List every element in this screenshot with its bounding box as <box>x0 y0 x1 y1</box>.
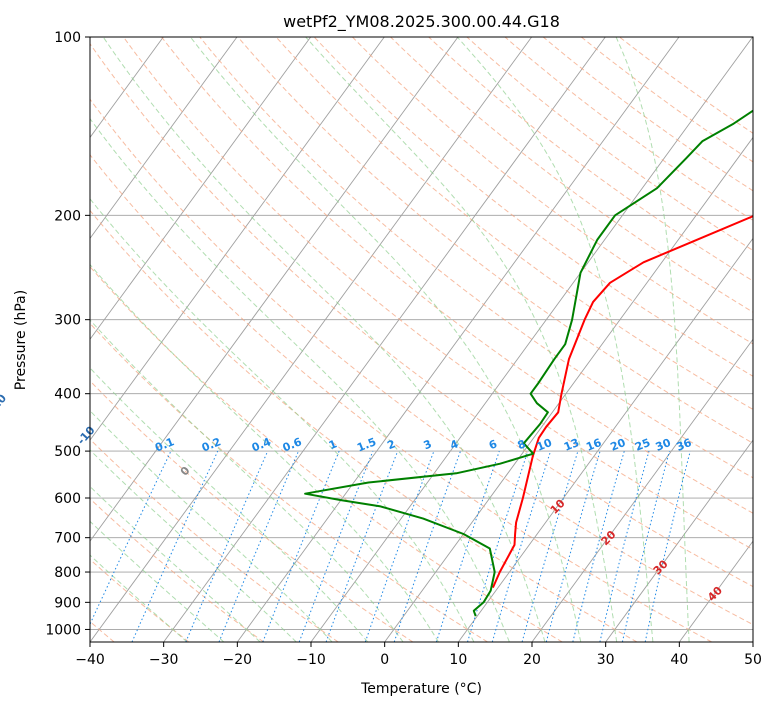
dry-adiabat-line <box>90 42 753 588</box>
isotherm-line <box>457 237 753 642</box>
mixing-ratio-label: 13 <box>562 436 581 454</box>
dry-adiabat-line <box>352 37 753 345</box>
y-tick-label: 900 <box>54 595 81 611</box>
dry-adiabat-line <box>90 438 339 642</box>
moist-adiabat-line <box>90 367 369 642</box>
x-axis-label: Temperature (°C) <box>360 681 482 697</box>
plot-frame <box>89 36 754 643</box>
mixing-ratio-label: 10 <box>535 436 554 454</box>
dry-adiabat-line <box>90 209 638 642</box>
moist-adiabat-line <box>90 198 475 642</box>
y-tick-label: 300 <box>54 313 81 329</box>
moist-adiabat-line <box>102 37 546 642</box>
dry-adiabat-line <box>275 37 753 411</box>
dry-adiabat-line <box>123 37 753 551</box>
moist-adiabat-line <box>90 520 225 642</box>
isotherm-line <box>163 37 606 642</box>
moist-adiabat-line <box>190 37 582 642</box>
dry-adiabat-line <box>313 37 753 377</box>
isotherm-line <box>90 37 459 542</box>
temperature-line <box>491 215 753 589</box>
mixing-ratio-line <box>644 450 691 642</box>
isotherm-line <box>90 37 385 441</box>
dry-adiabat-line <box>504 37 753 221</box>
y-axis-label: Pressure (hPa) <box>13 290 29 390</box>
x-tick-label: −20 <box>223 652 253 668</box>
dry-adiabat-label: -20 <box>0 392 9 416</box>
profile-lines <box>304 109 753 617</box>
x-tick-label: 30 <box>597 652 615 668</box>
y-tick-label: 700 <box>54 531 81 547</box>
x-tick-label: 50 <box>744 652 762 668</box>
mixing-ratio-line <box>393 450 461 642</box>
x-tick-label: −40 <box>75 652 105 668</box>
y-tick-label: 500 <box>54 444 81 460</box>
dry-adiabat-line <box>90 98 753 626</box>
x-tick-label: 20 <box>523 652 541 668</box>
moist-adiabat-line <box>90 554 188 642</box>
isotherm-line <box>236 37 680 642</box>
x-tick-label: 0 <box>380 652 389 668</box>
mixing-ratio-line <box>364 450 435 642</box>
moist-adiabat-line <box>305 37 618 642</box>
dewpoint-line <box>304 109 753 617</box>
dry-adiabat-line <box>237 37 753 444</box>
mixing-ratio-line <box>90 450 172 626</box>
mixing-ratio-label: 36 <box>674 436 693 454</box>
moist-adiabat-line <box>90 410 333 642</box>
mixing-ratio-line <box>572 450 625 642</box>
y-tick-label: 1000 <box>45 622 81 638</box>
mixing-ratio-label: 25 <box>633 436 652 454</box>
x-tick-label: 40 <box>670 652 688 668</box>
mixing-ratio-line <box>491 450 552 642</box>
moist-adiabat-line <box>456 37 654 642</box>
mixing-ratio-label: 3 <box>422 437 434 452</box>
mixing-ratio-line <box>185 450 269 642</box>
mixing-ratio-label: 30 <box>654 436 673 454</box>
dry-adiabat-line <box>90 153 712 642</box>
y-tick-label: 200 <box>54 208 81 224</box>
y-tick-label: 800 <box>54 565 81 581</box>
isotherm-line <box>90 37 312 341</box>
dry-adiabat-line <box>580 37 753 163</box>
mixing-ratio-label: 20 <box>608 436 627 454</box>
dry-adiabat-line <box>428 37 753 282</box>
dry-adiabat-line <box>161 37 753 514</box>
mixing-ratio-line <box>467 450 529 642</box>
isotherm-line <box>90 37 533 642</box>
mixing-ratio-line <box>435 450 500 642</box>
moist-adiabat-line <box>90 449 297 642</box>
y-tick-label: 400 <box>54 387 81 403</box>
mixing-ratio-label: 16 <box>584 436 603 454</box>
mixing-ratio-line <box>545 450 601 642</box>
x-tick-label: 10 <box>449 652 467 668</box>
mixing-ratio-line <box>621 450 670 642</box>
axes: −40 −30 −20 −10 0 10 20 30 40 50 100 200 300 400 500 60… <box>45 30 762 668</box>
dry-adiabat-line <box>390 37 753 313</box>
moist-adiabat-line <box>90 319 404 642</box>
y-tick-label: 600 <box>54 491 81 507</box>
moist-adiabat-line <box>615 37 690 642</box>
mixing-ratio-line <box>131 450 219 642</box>
mixing-ratio-line <box>521 450 579 642</box>
mixing-ratio-label: 2 <box>385 437 397 452</box>
mixing-ratio-line <box>218 450 299 642</box>
x-tick-label: −10 <box>296 652 326 668</box>
dry-adiabat-line <box>90 498 264 642</box>
chart-title: wetPf2_YM08.2025.300.00.44.G18 <box>283 12 560 32</box>
mixing-ratio-line <box>599 450 650 642</box>
y-tick-label: 100 <box>54 30 81 46</box>
dry-adiabat-line <box>90 322 488 642</box>
x-tick-label: −30 <box>149 652 179 668</box>
dry-adiabat-line <box>199 37 753 479</box>
isotherm-line <box>90 37 238 240</box>
isotherm-line <box>310 37 753 642</box>
isotherm-line <box>605 439 753 642</box>
mixing-ratio-label: 1 <box>327 437 339 452</box>
mixing-ratio-label: 8 <box>516 437 528 452</box>
dry-adiabat-line <box>90 265 563 642</box>
